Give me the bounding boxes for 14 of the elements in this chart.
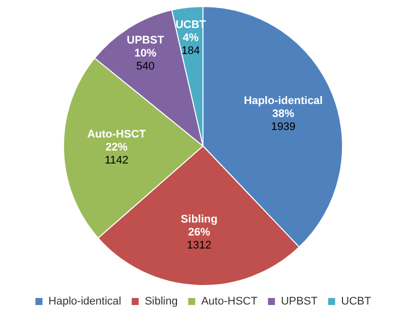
- legend-label: Haplo-identical: [48, 296, 122, 308]
- legend-label: Sibling: [144, 296, 178, 308]
- slice-label: Sibling: [180, 213, 218, 226]
- slice-label: Auto-HSCT: [87, 128, 146, 141]
- slice-label: UPBST: [126, 34, 164, 47]
- slice-label: Haplo-identical: [244, 94, 323, 107]
- data-label: 26% 1312: [186, 226, 212, 252]
- legend-label: UPBST: [280, 296, 318, 308]
- data-label: 4% 184: [182, 32, 200, 57]
- legend-label: UCBT: [341, 296, 372, 308]
- legend-label: Auto-HSCT: [201, 296, 258, 308]
- data-label: 10% 540: [134, 48, 157, 73]
- data-label: 38% 1939: [271, 108, 296, 133]
- data-label: 22% 1142: [104, 142, 128, 167]
